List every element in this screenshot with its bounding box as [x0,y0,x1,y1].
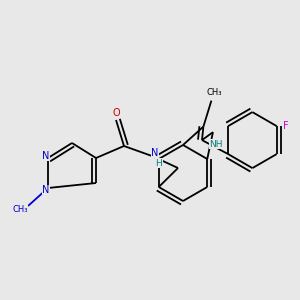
Text: F: F [283,121,289,131]
Text: N: N [42,151,50,161]
Text: CH₃: CH₃ [12,205,28,214]
Text: N: N [42,185,50,195]
Text: H: H [156,158,162,167]
Text: CH₃: CH₃ [207,88,222,97]
Text: O: O [112,108,120,118]
Text: NH: NH [209,140,223,149]
Text: N: N [151,148,159,158]
